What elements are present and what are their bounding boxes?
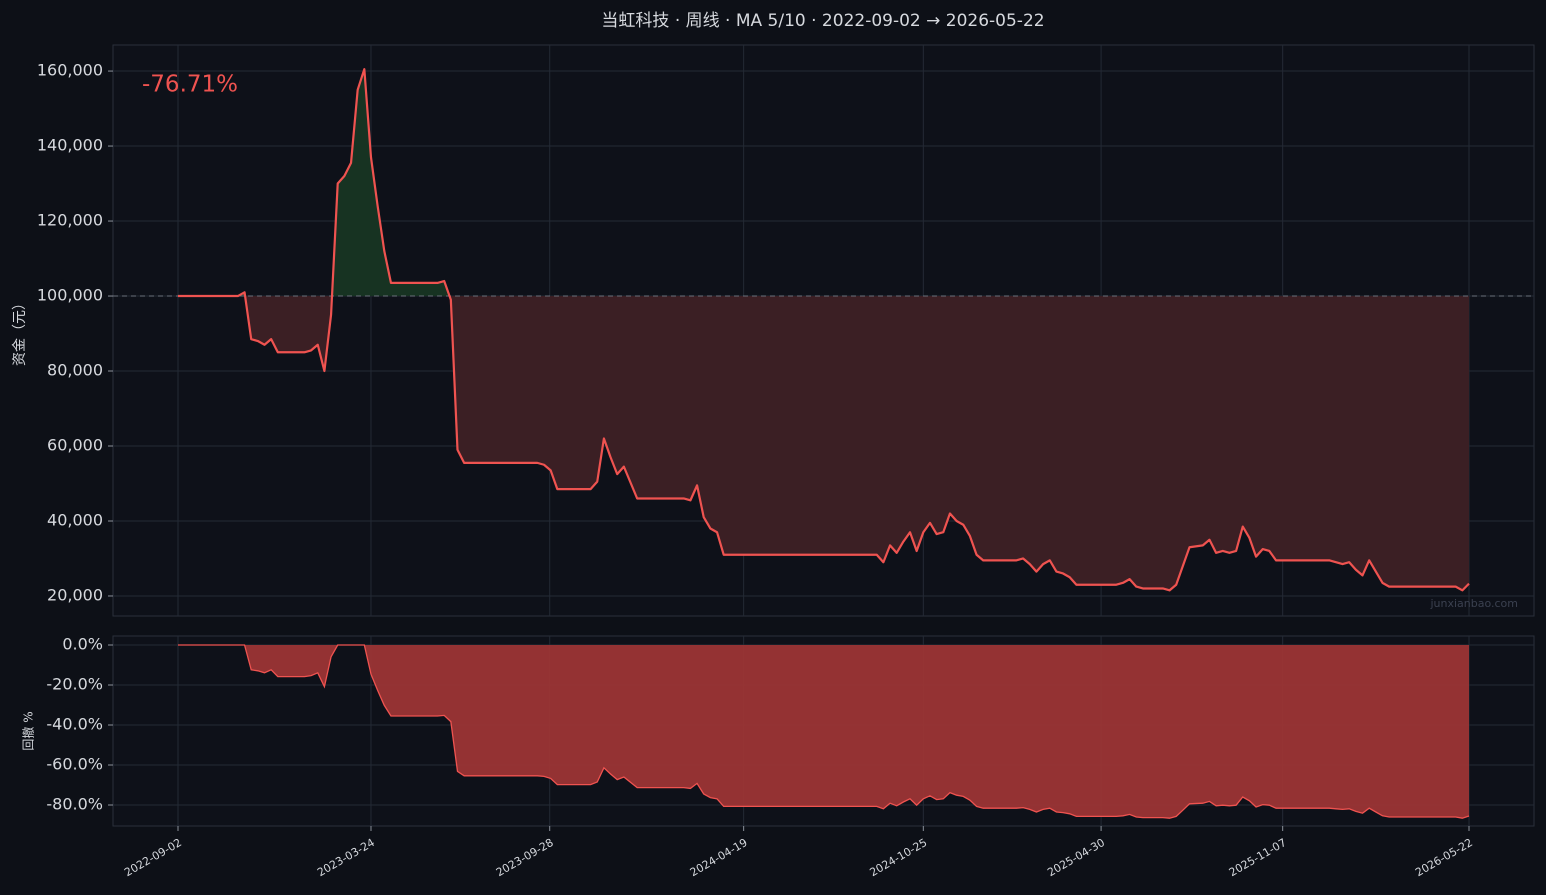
y-tick-label: 20,000 [47, 585, 103, 604]
y-tick-label: 80,000 [47, 361, 103, 380]
drawdown-area [178, 645, 1469, 819]
y-tick-label: -80.0% [46, 795, 103, 814]
y-tick-label: 100,000 [37, 286, 103, 305]
chart-title: 当虹科技 · 周线 · MA 5/10 · 2022-09-02 → 2026-… [601, 11, 1044, 31]
y-tick-label: 40,000 [47, 510, 103, 529]
loss-area [245, 296, 1469, 591]
y-tick-label: -60.0% [46, 755, 103, 774]
y-axis-label: 资金（元） [12, 296, 28, 366]
drawdown-line [178, 644, 1470, 819]
return-annotation: -76.71% [142, 72, 238, 98]
equity-line [178, 68, 1470, 592]
y-tick-label: 160,000 [37, 61, 103, 80]
watermark: junxianbao.com [1429, 597, 1518, 610]
y-axis-label: 回撤 % [21, 711, 36, 750]
y-tick-label: 120,000 [37, 211, 103, 230]
y-tick-label: 0.0% [62, 635, 103, 654]
y-tick-label: -20.0% [46, 675, 103, 694]
y-tick-label: -40.0% [46, 715, 103, 734]
y-tick-label: 140,000 [37, 136, 103, 155]
y-tick-label: 60,000 [47, 436, 103, 455]
